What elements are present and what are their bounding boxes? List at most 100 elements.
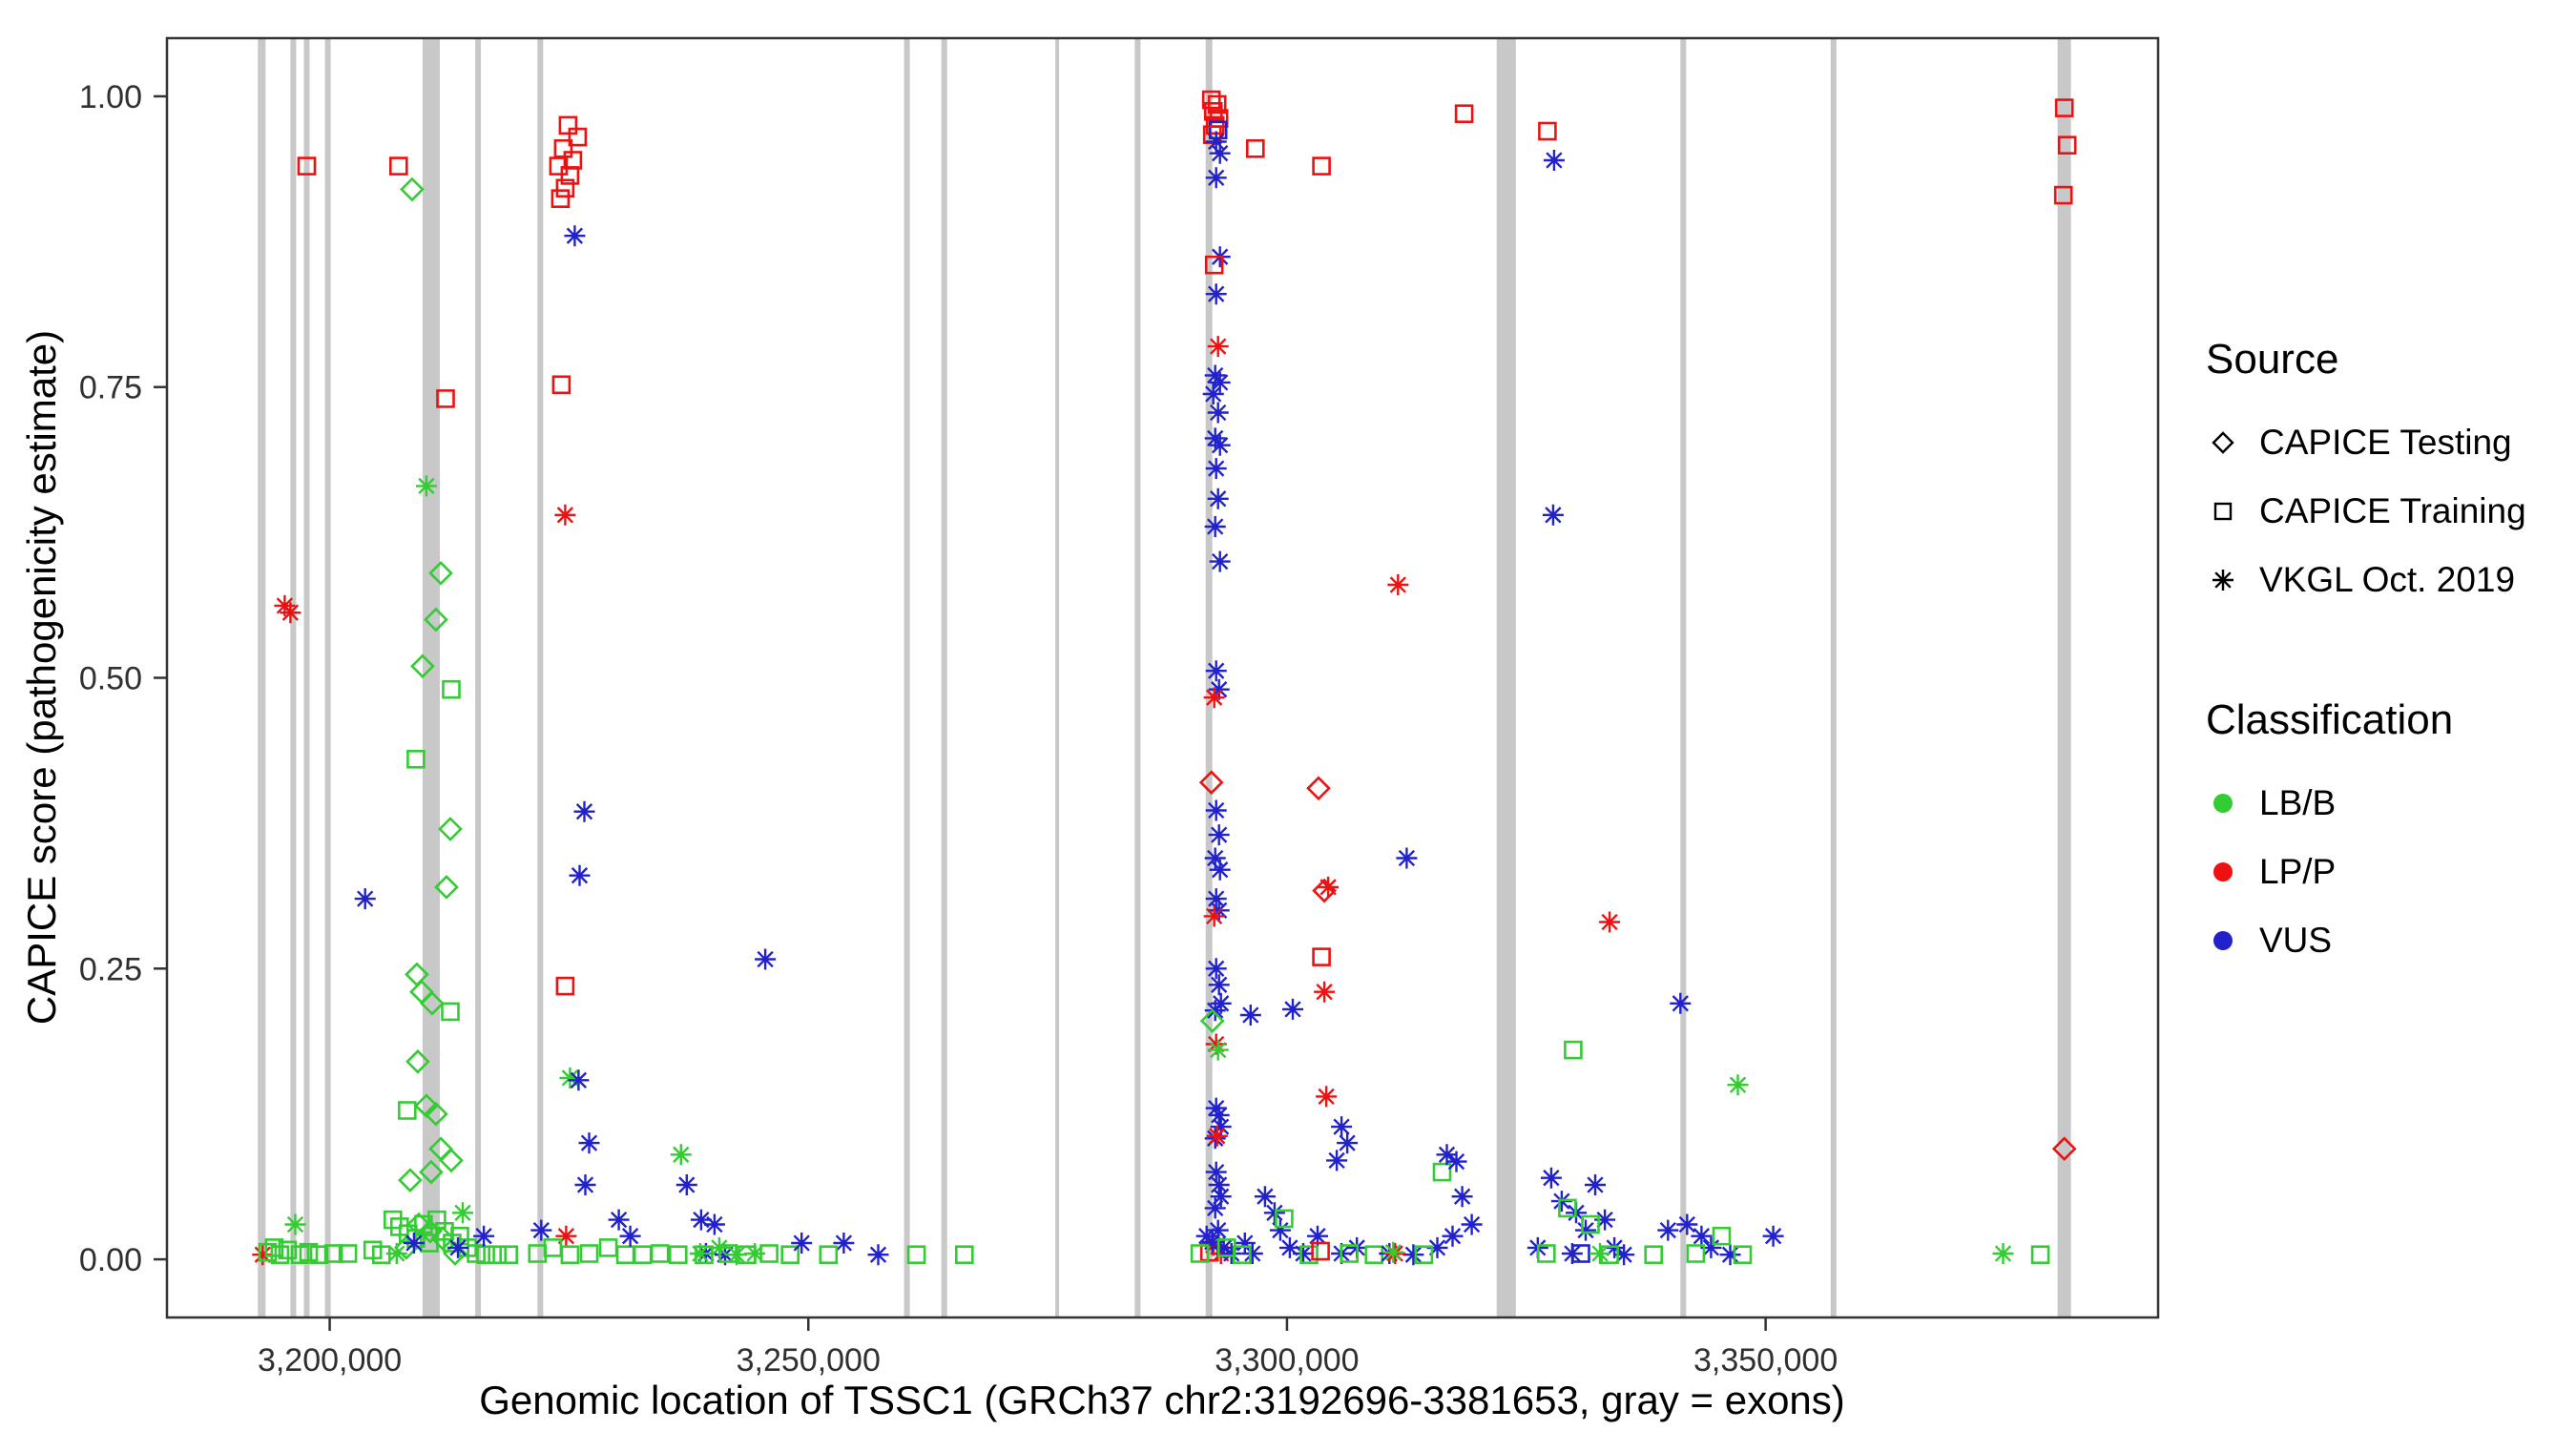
data-point-asterisk [578,1132,600,1154]
data-point-asterisk [1205,660,1227,682]
data-point-asterisk [1234,1233,1256,1254]
data-point-square [1454,104,1474,123]
data-point-diamond [1312,878,1337,903]
data-point-square [558,115,578,135]
data-point-square [1299,1245,1319,1264]
data-point-asterisk [1203,905,1225,927]
data-point-asterisk [1241,1243,1263,1264]
data-point-asterisk [564,225,586,247]
data-point-asterisk [568,1069,590,1091]
data-point-square [668,1245,688,1264]
data-point-square [543,1238,563,1257]
data-point-asterisk [415,475,437,497]
diamond-icon [2212,431,2234,454]
data-point-asterisk [1205,1097,1227,1119]
data-point-asterisk [703,1213,725,1235]
data-point-asterisk [1762,1225,1784,1247]
data-point-asterisk [1210,1186,1232,1208]
exon-band [1496,38,1516,1317]
data-point-asterisk [755,948,777,970]
data-point-asterisk [1207,336,1229,358]
data-point-asterisk [1670,992,1692,1014]
data-point-square [388,156,408,176]
data-point-asterisk [1676,1213,1698,1235]
data-point-diamond [439,1148,464,1173]
panel-border [165,36,2160,1319]
data-point-asterisk [354,888,376,910]
data-point-square [442,679,461,699]
data-point-square [1644,1245,1663,1264]
data-point-asterisk [1445,1151,1467,1172]
exon-band [904,38,910,1317]
data-point-asterisk [1207,1219,1229,1241]
data-point-asterisk [1205,458,1227,480]
data-point-square [488,1245,508,1264]
data-point-diamond [420,990,445,1016]
data-point-asterisk [1337,1132,1359,1154]
data-point-asterisk [1205,131,1227,153]
legend-item-lpp: LP/P [2206,838,2568,906]
data-point-asterisk [1269,1219,1291,1241]
data-point-square [278,1240,298,1260]
data-point-square [1246,139,1265,158]
y-tick-label: 0.25 [79,951,142,987]
data-point-square [759,1244,779,1263]
exon-band [422,38,440,1317]
data-point-asterisk [1209,550,1231,572]
data-point-square [1233,1245,1252,1264]
data-point-diamond [430,1226,455,1251]
data-point-square [1537,1244,1556,1263]
data-point-diamond [428,560,453,586]
data-point-square [1414,1245,1434,1264]
exon-band [258,38,266,1317]
legend-item-label: LB/B [2259,783,2337,822]
data-point-asterisk [1657,1219,1679,1241]
data-point-asterisk [1436,1144,1458,1166]
data-point-square [954,1245,974,1264]
data-point-diamond [418,1218,443,1244]
exon-band [1830,38,1837,1317]
data-point-square [633,1245,653,1264]
data-point-square [551,189,571,208]
data-point-asterisk [1206,1125,1228,1147]
data-point-asterisk [1210,1116,1232,1138]
legend-item-capice-training: CAPICE Training [2206,477,2568,546]
data-point-asterisk [574,1174,596,1195]
data-point-asterisk [1207,487,1229,509]
data-point-asterisk [1316,1086,1338,1108]
data-point-diamond [400,176,425,202]
data-point-asterisk [559,1067,581,1089]
x-tick-label: 3,250,000 [737,1342,881,1379]
data-point-asterisk [1208,1104,1230,1126]
legend-item-label: CAPICE Training [2259,491,2526,530]
data-point-asterisk [1318,876,1340,898]
data-point-square [499,1245,519,1264]
exon-band [537,38,544,1317]
data-point-square [1581,1214,1600,1234]
data-point-square [258,1242,278,1262]
exon-band [475,38,482,1317]
x-tick-label: 3,350,000 [1693,1342,1838,1379]
data-point-diamond [410,653,435,679]
data-point-asterisk [554,504,576,526]
y-tick-label: 1.00 [79,79,142,115]
data-point-asterisk [1542,504,1564,526]
data-point-square [906,1245,926,1264]
data-point-asterisk [1314,981,1336,1003]
data-point-asterisk [608,1209,630,1231]
data-point-square [1564,1040,1583,1060]
data-point-asterisk [1220,1243,1242,1264]
data-point-asterisk [1382,1241,1404,1263]
data-point-diamond [424,1101,448,1127]
exon-band [303,38,310,1317]
data-point-asterisk [1239,1005,1261,1026]
legend-item-label: VUS [2259,921,2333,960]
y-tick-label: 0.50 [79,661,142,697]
data-point-asterisk [675,1174,697,1195]
data-point-diamond [398,1168,423,1192]
data-point-square [1204,255,1224,275]
lbb-dot-icon [2213,794,2233,813]
legend-item-lbb: LB/B [2206,769,2568,838]
data-point-asterisk [1402,1244,1424,1266]
y-tick-label: 0.75 [79,370,142,406]
